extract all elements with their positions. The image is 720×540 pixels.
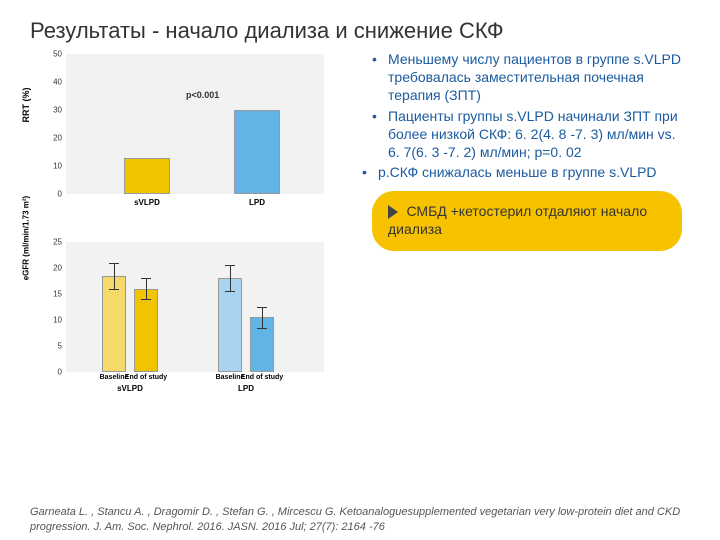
ytick: 10 (53, 316, 62, 325)
error-bar (262, 307, 263, 328)
chart2-ylabel: eGFR (ml/min/1.73 m²) (22, 196, 31, 280)
play-icon (388, 205, 398, 219)
error-cap (141, 299, 151, 300)
bullet-item: • Меньшему числу пациентов в группе s.VL… (372, 50, 682, 105)
error-cap (257, 307, 267, 308)
text-column: • Меньшему числу пациентов в группе s.VL… (372, 50, 682, 398)
bullet-text: Пациенты группы s.VLPD начинали ЗПТ при … (388, 107, 682, 162)
ytick: 30 (53, 106, 62, 115)
chart1-bar (124, 158, 170, 194)
ytick: 20 (53, 264, 62, 273)
chart-egfr: 0510152025 eGFR (ml/min/1.73 m²) Baselin… (30, 238, 330, 398)
error-bar (114, 263, 115, 289)
ytick: 20 (53, 134, 62, 143)
bullet-item: • р.СКФ снижалась меньше в группе s.VLPD (362, 163, 682, 181)
error-bar (230, 265, 231, 291)
ytick: 15 (53, 290, 62, 299)
charts-column: 01020304050 RRT (%) p<0.001 sVLPDLPD 051… (30, 50, 360, 398)
chart2-group: sVLPD (117, 384, 143, 393)
chart2-group: LPD (238, 384, 254, 393)
bullet-item: • Пациенты группы s.VLPD начинали ЗПТ пр… (372, 107, 682, 162)
slide-title: Результаты - начало диализа и снижение С… (30, 18, 690, 44)
callout-text: СМБД +кетостерил отдаляют начало диализа (388, 203, 647, 237)
error-cap (141, 278, 151, 279)
ytick: 40 (53, 78, 62, 87)
ytick: 5 (58, 342, 62, 351)
citation-text: Garneata L. , Stancu A. , Dragomir D. , … (0, 505, 720, 534)
chart1-bar (234, 110, 280, 194)
error-cap (109, 289, 119, 290)
chart1-xlabel: sVLPD (134, 198, 160, 207)
error-cap (257, 328, 267, 329)
chart1-xlabel: LPD (249, 198, 265, 207)
bullet-text: Меньшему числу пациентов в группе s.VLPD… (388, 50, 682, 105)
chart2-bar (218, 278, 242, 372)
ytick: 0 (58, 368, 62, 377)
chart2-subcat: End of study (241, 374, 283, 381)
ytick: 10 (53, 162, 62, 171)
error-bar (146, 278, 147, 299)
chart1-ylabel: RRT (%) (21, 88, 31, 123)
error-cap (225, 291, 235, 292)
error-cap (109, 263, 119, 264)
chart2-subcat: End of study (125, 374, 167, 381)
chart-rrt: 01020304050 RRT (%) p<0.001 sVLPDLPD (30, 50, 330, 220)
chart2-bar (102, 276, 126, 372)
chart2-bar (134, 289, 158, 372)
error-cap (225, 265, 235, 266)
ytick: 0 (58, 190, 62, 199)
ytick: 25 (53, 238, 62, 247)
chart1-pval: p<0.001 (186, 90, 219, 100)
bullet-text: р.СКФ снижалась меньше в группе s.VLPD (378, 163, 682, 181)
callout-box: СМБД +кетостерил отдаляют начало диализа (372, 191, 682, 251)
ytick: 50 (53, 50, 62, 59)
